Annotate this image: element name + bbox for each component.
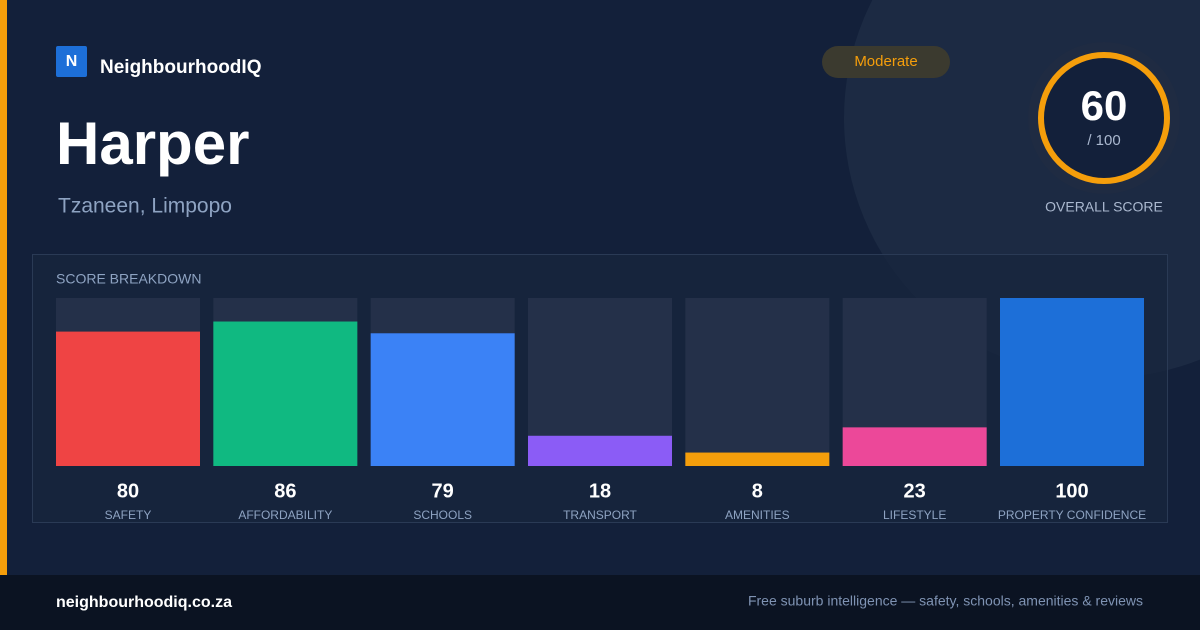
bar: [213, 321, 358, 466]
breakdown-title: SCORE BREAKDOWN: [56, 271, 201, 287]
value-label: 100: [1055, 480, 1088, 502]
bar-track: [685, 298, 830, 466]
footer-url: neighbourhoodiq.co.za: [56, 594, 232, 611]
value-label: 18: [589, 480, 611, 502]
bar: [528, 435, 672, 466]
score-max: / 100: [1087, 132, 1120, 149]
footer: [0, 575, 1200, 630]
logo: [56, 46, 87, 77]
value-label: 79: [432, 480, 454, 502]
overall-label: OVERALL SCORE: [1045, 199, 1163, 215]
category-label: TRANSPORT: [563, 508, 637, 522]
badge-text: Moderate: [854, 53, 917, 70]
value-label: 8: [752, 480, 763, 502]
value-label: 86: [274, 480, 296, 502]
place-name: Harper: [56, 110, 249, 177]
category-label: PROPERTY CONFIDENCE: [998, 508, 1146, 522]
bar: [1000, 298, 1144, 466]
badge: [822, 46, 950, 78]
category-label: SCHOOLS: [413, 508, 472, 522]
accent-stripe: [0, 0, 7, 575]
category-label: AMENITIES: [725, 508, 790, 522]
bar: [685, 452, 830, 466]
bar: [842, 427, 987, 466]
brand: NeighbourhoodIQ: [100, 57, 261, 78]
footer-tagline: Free suburb intelligence — safety, schoo…: [748, 593, 1143, 609]
location: Tzaneen, Limpopo: [58, 195, 232, 218]
bar: [370, 333, 515, 466]
value-label: 23: [904, 480, 926, 502]
gauge-ring: [1038, 52, 1170, 184]
category-label: AFFORDABILITY: [238, 508, 332, 522]
category-label: SAFETY: [105, 508, 152, 522]
overall-score: 60: [1081, 82, 1128, 129]
value-label: 80: [117, 480, 139, 502]
category-label: LIFESTYLE: [883, 508, 946, 522]
logo-letter: N: [66, 53, 78, 70]
bar: [56, 331, 200, 466]
